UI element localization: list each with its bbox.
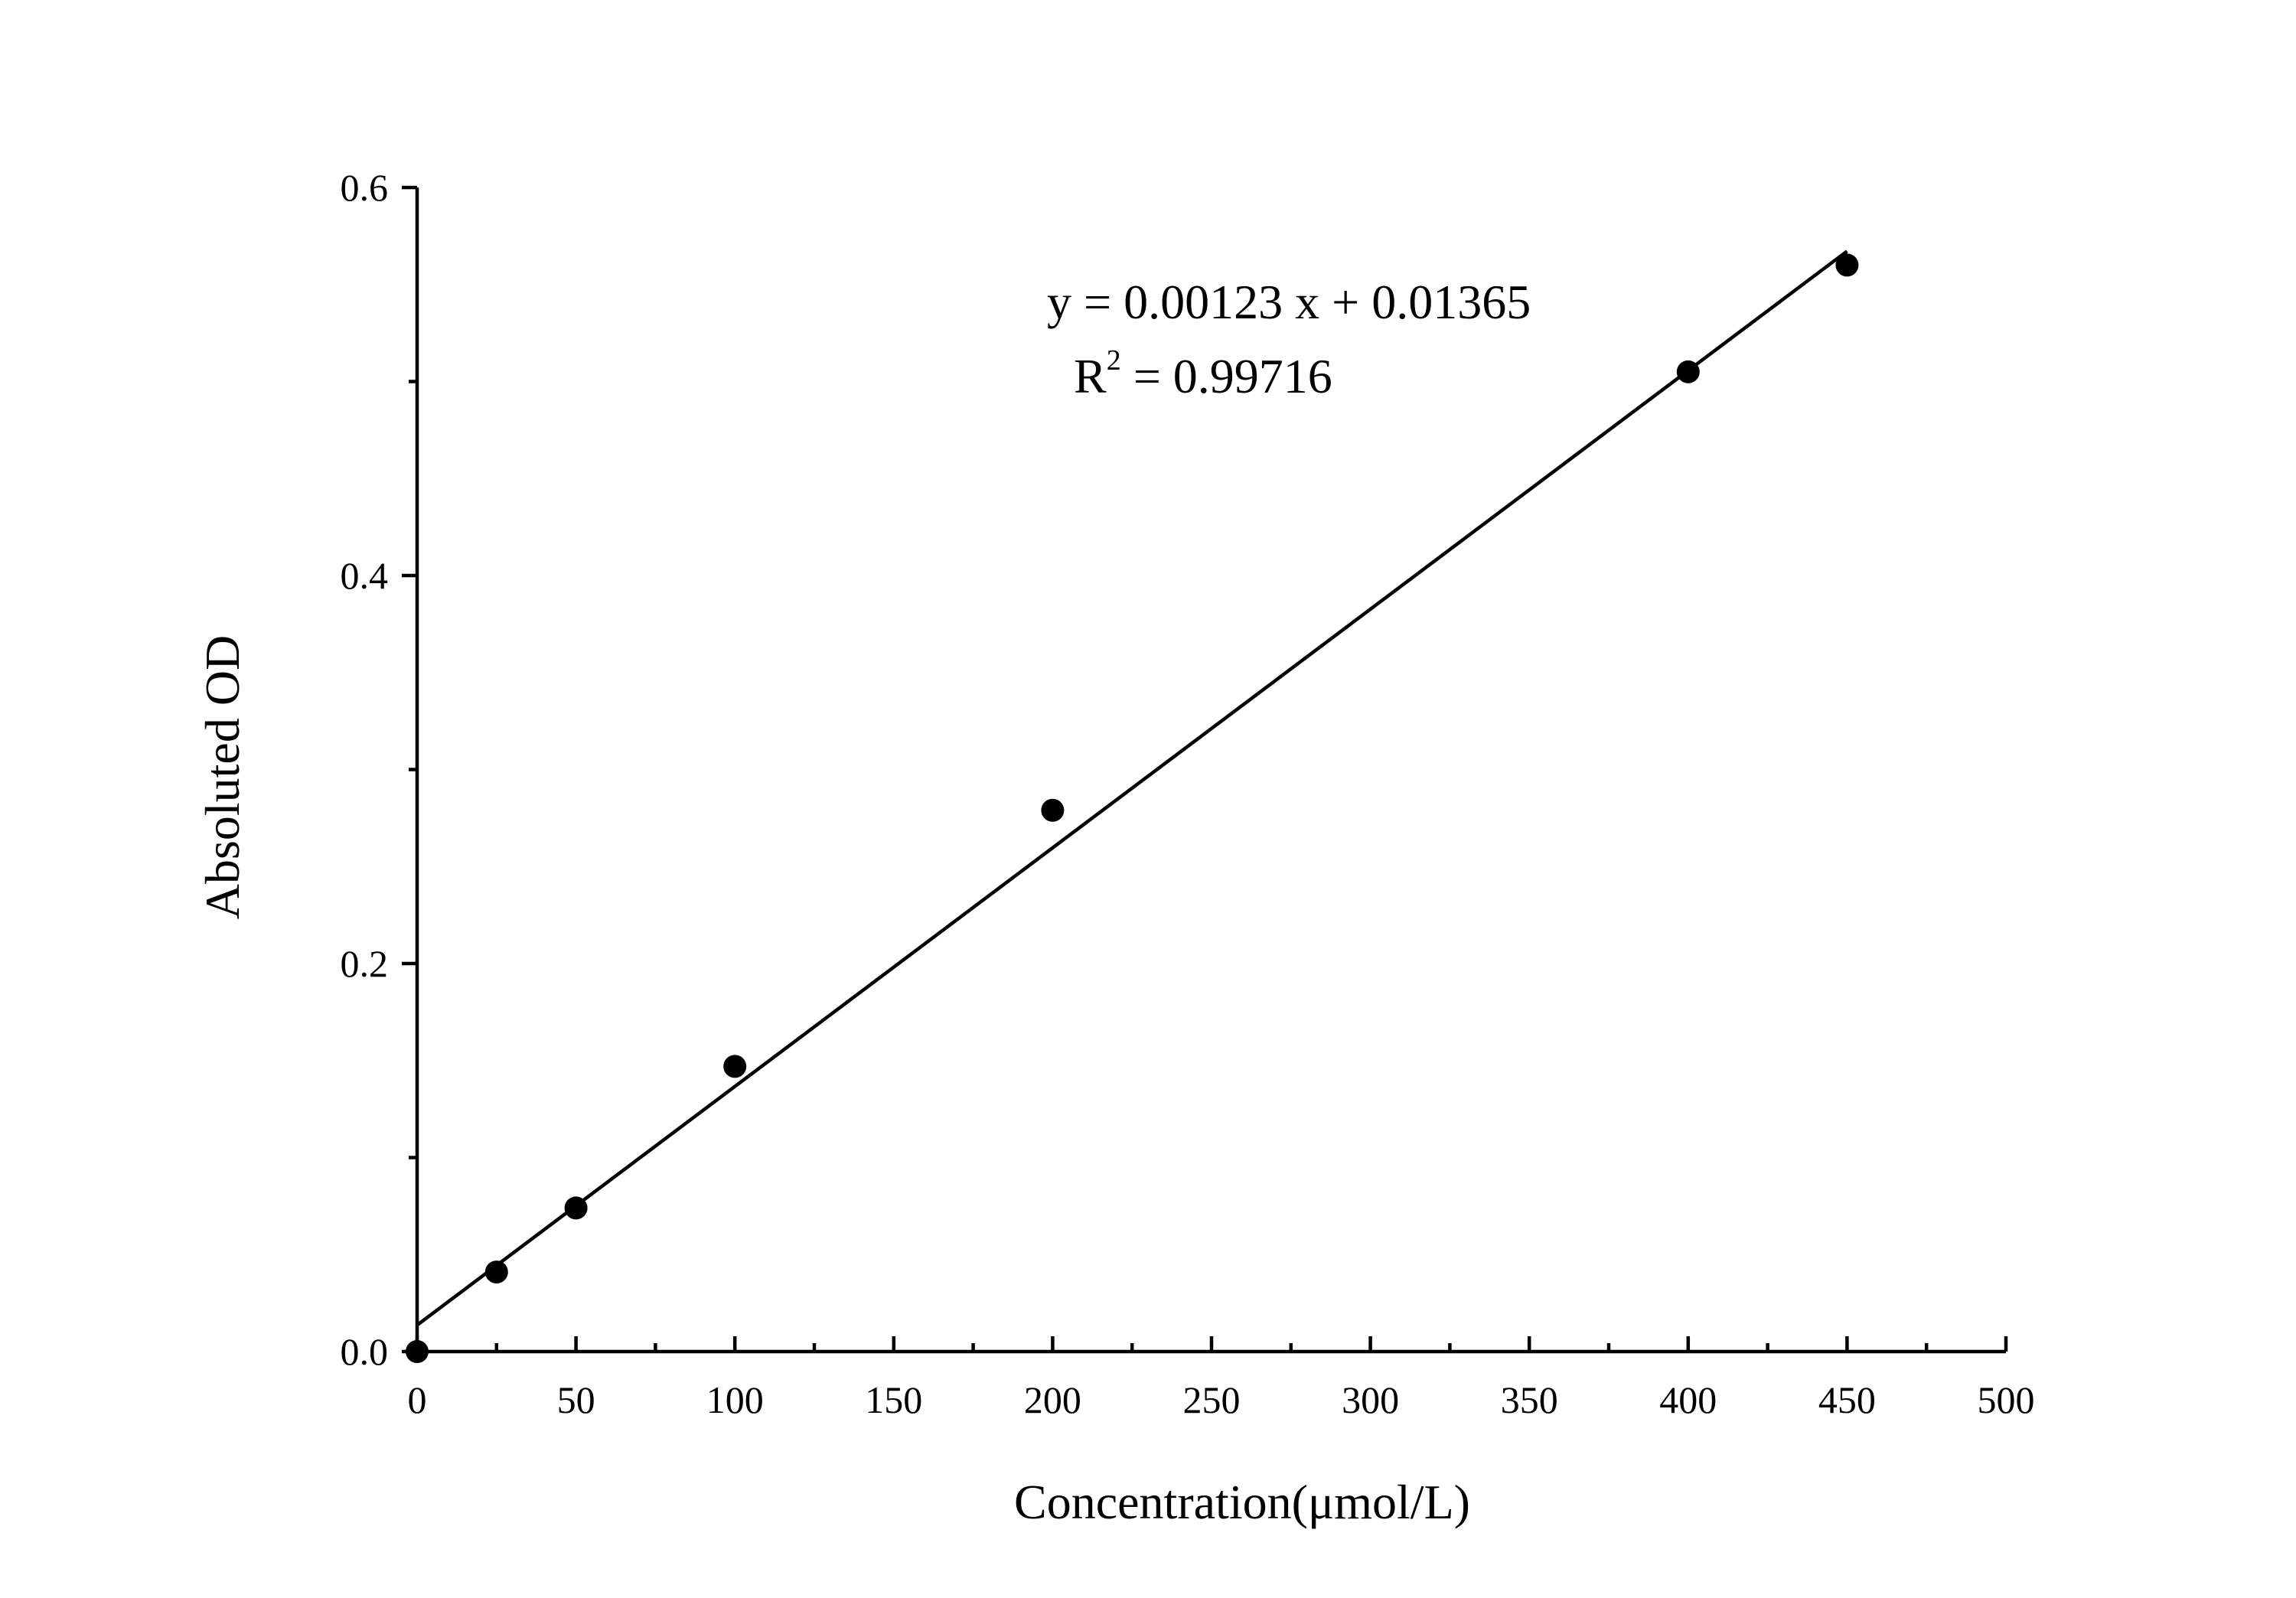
fit-equation: y = 0.00123 x + 0.01365 <box>1047 275 1531 329</box>
x-tick-label: 0 <box>408 1378 427 1421</box>
data-point <box>406 1340 429 1363</box>
y-tick-label: 0.6 <box>341 166 389 209</box>
data-points <box>406 253 1859 1363</box>
data-point <box>1041 798 1065 822</box>
x-axis-ticks: 0 50 100 150 200 250 300 350 400 450 500 <box>408 1336 2035 1421</box>
y-tick-label: 0.0 <box>341 1330 389 1373</box>
y-axis-title: Absoluted OD <box>195 635 249 920</box>
r-squared-label: R2 = 0.99716 <box>1074 344 1332 403</box>
r-squared-exponent: 2 <box>1107 344 1121 377</box>
fit-line <box>416 249 1848 1327</box>
x-tick-label: 300 <box>1342 1378 1399 1421</box>
data-point <box>484 1260 508 1284</box>
y-tick-label: 0.2 <box>341 942 389 985</box>
r-squared-value: = 0.99716 <box>1121 349 1332 403</box>
x-tick-label: 450 <box>1818 1378 1876 1421</box>
x-tick-label: 150 <box>865 1378 922 1421</box>
x-tick-label: 100 <box>706 1378 764 1421</box>
data-point <box>1676 360 1700 383</box>
regression-line <box>416 249 1848 1327</box>
x-tick-label: 50 <box>557 1378 595 1421</box>
r-squared-symbol: R <box>1074 349 1107 403</box>
x-tick-label: 350 <box>1501 1378 1558 1421</box>
x-tick-label: 500 <box>1978 1378 2035 1421</box>
data-point <box>1835 253 1859 277</box>
y-axis-ticks: 0.0 0.2 0.4 0.6 <box>341 166 417 1373</box>
x-tick-label: 250 <box>1183 1378 1241 1421</box>
data-point <box>723 1055 747 1078</box>
x-tick-label: 400 <box>1659 1378 1717 1421</box>
x-axis-title: Concentration(μmol/L) <box>1014 1475 1470 1529</box>
data-point <box>564 1196 588 1220</box>
y-tick-label: 0.4 <box>341 554 389 597</box>
x-tick-label: 200 <box>1024 1378 1081 1421</box>
